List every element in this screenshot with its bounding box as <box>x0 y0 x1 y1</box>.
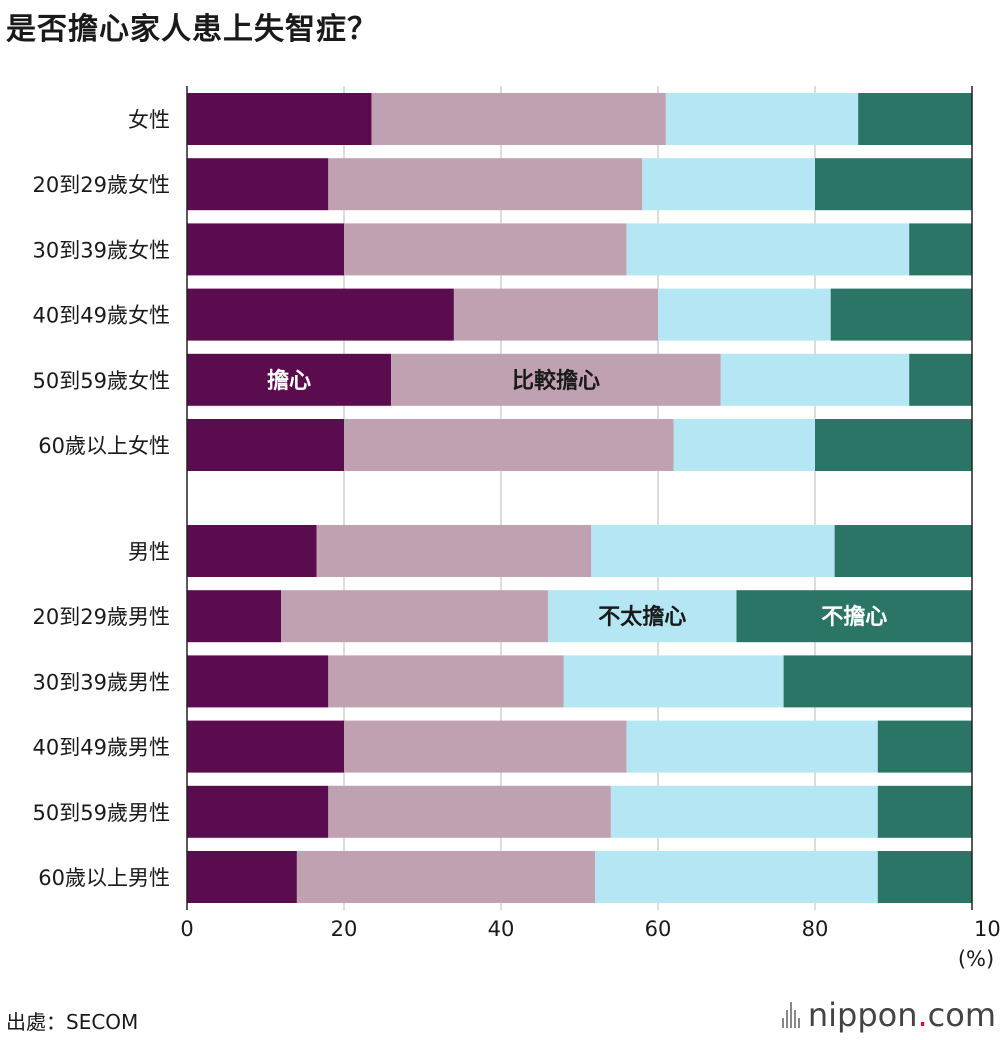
x-axis-ticks: 0 20 40 60 80 100 (%) <box>180 86 1000 971</box>
segment-label-worried: 擔心 <box>267 368 311 394</box>
bar-male-3-worried <box>187 720 344 773</box>
category-label: 60歲以上男性 <box>38 866 170 890</box>
category-label: 50到59歲男性 <box>33 801 170 825</box>
bar-female-2-not_very_worried <box>626 223 910 276</box>
logo-tld: com <box>927 996 996 1034</box>
bar-male-3-somewhat_worried <box>344 720 627 773</box>
bar-male-1-not_worried <box>736 590 972 643</box>
category-label: 20到29歲男性 <box>33 605 170 629</box>
bar-male-2-not_worried <box>783 655 972 708</box>
bar-female-3-somewhat_worried <box>453 288 658 341</box>
bar-male-2-somewhat_worried <box>328 655 564 708</box>
bar-male-5-somewhat_worried <box>296 851 596 903</box>
bar-female-5-worried <box>187 419 344 471</box>
bar-male-0-somewhat_worried <box>316 525 592 577</box>
bar-male-1-somewhat_worried <box>281 590 549 643</box>
bar-male-1-not_very_worried <box>548 590 737 643</box>
category-label: 30到39歲男性 <box>33 670 170 694</box>
bar-female-0-somewhat_worried <box>371 93 666 145</box>
bar-male-1-worried <box>187 590 282 643</box>
x-tick-label: 80 <box>802 917 829 941</box>
bar-male-2-not_very_worried <box>563 655 784 708</box>
logo-dot: . <box>917 996 928 1034</box>
category-label: 30到39歲女性 <box>33 238 170 262</box>
x-tick-label: 60 <box>645 917 672 941</box>
bar-female-5-not_worried <box>815 419 972 471</box>
logo-name: nippon <box>807 996 918 1034</box>
bar-male-0-not_worried <box>834 525 972 577</box>
category-label: 40到49歲女性 <box>33 304 170 328</box>
bar-female-4-not_very_worried <box>720 353 910 406</box>
segment-label-not_very_worried: 不太擔心 <box>598 604 686 630</box>
bar-female-4-not_worried <box>909 353 972 406</box>
x-unit-label: (%) <box>958 947 994 971</box>
logo-mark-icon <box>781 1002 800 1028</box>
category-label: 女性 <box>128 108 170 132</box>
bar-female-3-not_worried <box>830 288 972 341</box>
category-label: 60歲以上女性 <box>38 434 170 458</box>
bar-female-5-not_very_worried <box>673 419 815 471</box>
bar-male-4-somewhat_worried <box>328 785 611 838</box>
category-label: 50到59歲女性 <box>33 369 170 393</box>
bar-female-3-worried <box>187 288 454 341</box>
x-tick-label: 100 <box>974 917 1000 941</box>
nippon-logo: nippon. com <box>781 996 996 1034</box>
bar-male-2-worried <box>187 655 329 708</box>
bar-male-4-worried <box>187 785 329 838</box>
segment-label-not_worried: 不擔心 <box>821 604 887 630</box>
bar-male-3-not_worried <box>877 720 972 773</box>
bar-female-0-worried <box>187 93 372 145</box>
bar-female-4-somewhat_worried <box>391 353 721 406</box>
bar-female-5-somewhat_worried <box>344 419 674 471</box>
x-tick-label: 20 <box>331 917 358 941</box>
bar-female-0-not_very_worried <box>665 93 859 145</box>
bar-female-2-not_worried <box>909 223 972 276</box>
bar-male-4-not_very_worried <box>610 785 878 838</box>
bar-male-5-worried <box>187 851 297 903</box>
category-label: 20到29歲女性 <box>33 173 170 197</box>
bar-male-0-worried <box>187 525 317 577</box>
x-tick-label: 40 <box>488 917 515 941</box>
bar-female-1-not_very_worried <box>642 158 815 211</box>
category-label: 男性 <box>128 540 170 564</box>
bar-female-0-not_worried <box>858 93 972 145</box>
source-note: 出處：SECOM <box>6 1010 139 1034</box>
chart-title: 是否擔心家人患上失智症？ <box>6 12 378 47</box>
bar-male-3-not_very_worried <box>626 720 878 773</box>
bar-male-4-not_worried <box>877 785 972 838</box>
bar-female-2-worried <box>187 223 344 276</box>
bar-female-3-not_very_worried <box>658 288 831 341</box>
bar-male-5-not_very_worried <box>595 851 878 903</box>
bar-female-2-somewhat_worried <box>344 223 627 276</box>
bar-female-1-somewhat_worried <box>328 158 643 211</box>
bar-female-4-worried <box>187 353 392 406</box>
bar-male-5-not_worried <box>877 851 972 903</box>
category-label: 40到49歲男性 <box>33 736 170 760</box>
bar-male-0-not_very_worried <box>591 525 835 577</box>
category-labels: 女性 20到29歲女性 30到39歲女性 40到49歲女性 50到59歲女性 60歲以上女… <box>33 108 170 890</box>
segment-label-somewhat_worried: 比較擔心 <box>512 368 600 394</box>
x-tick-label: 0 <box>180 917 193 941</box>
bar-female-1-worried <box>187 158 329 211</box>
bar-female-1-not_worried <box>815 158 972 211</box>
